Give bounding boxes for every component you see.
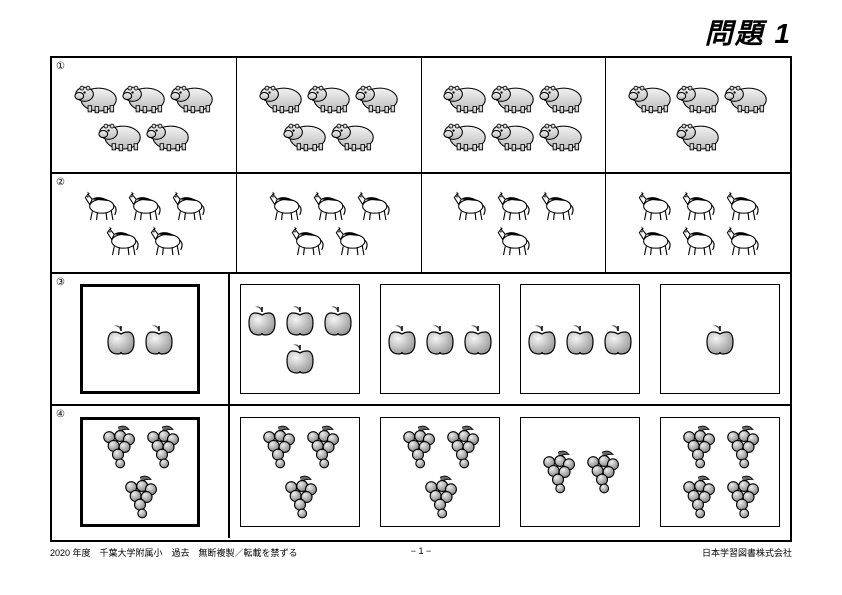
footer: 2020 年度 千葉大学附属小 過去 無断複製／転載を禁ずる − 1 − 日本学…: [50, 546, 792, 559]
horse-icon: [102, 224, 142, 257]
horse-icon: [493, 224, 533, 257]
row2-cell: [237, 174, 422, 272]
apple-icon: [245, 303, 279, 337]
hippo-icon: [724, 78, 768, 114]
row-1: ①: [52, 58, 790, 174]
row-3: ③: [52, 274, 790, 406]
hippo-icon: [491, 78, 535, 114]
horse-icon: [146, 224, 186, 257]
grapes-icon: [120, 474, 160, 520]
worksheet-frame: ① ② ③ ④: [50, 56, 792, 542]
grapes-icon: [722, 474, 762, 520]
grapes-icon: [302, 424, 342, 470]
row-2: ②: [52, 174, 790, 274]
apple-icon: [461, 322, 495, 356]
horse-icon: [722, 224, 762, 257]
apple-icon: [104, 322, 138, 356]
row4-answer[interactable]: [370, 406, 510, 538]
grapes-icon: [280, 474, 320, 520]
horse-icon: [449, 189, 489, 222]
footer-center: − 1 −: [50, 546, 792, 556]
horse-icon: [353, 189, 393, 222]
horse-icon: [634, 189, 674, 222]
apple-icon: [283, 303, 317, 337]
horse-icon: [331, 224, 371, 257]
apple-icon: [563, 322, 597, 356]
row3-answer[interactable]: [230, 274, 370, 404]
row3-prompt-box: [80, 284, 200, 394]
hippo-icon: [259, 78, 303, 114]
horse-icon: [678, 189, 718, 222]
row1-cell: [52, 58, 237, 172]
grapes-icon: [398, 424, 438, 470]
hippo-icon: [170, 78, 214, 114]
row3-answer[interactable]: [510, 274, 650, 404]
grapes-icon: [582, 449, 622, 495]
row1-cell: [422, 58, 607, 172]
grapes-icon: [258, 424, 298, 470]
apple-icon: [385, 322, 419, 356]
row4-prompt-box: [80, 417, 200, 527]
horse-icon: [678, 224, 718, 257]
row3-prompt-col: [52, 274, 230, 404]
page-title: 問題 1: [705, 12, 792, 52]
horse-icon: [537, 189, 577, 222]
hippo-icon: [539, 116, 583, 152]
row2-cell: [606, 174, 790, 272]
row1-cell: [606, 58, 790, 172]
hippo-icon: [676, 78, 720, 114]
apple-icon: [142, 322, 176, 356]
horse-icon: [265, 189, 305, 222]
row4-prompt-col: [52, 406, 230, 538]
horse-icon: [124, 189, 164, 222]
horse-icon: [80, 189, 120, 222]
grapes-icon: [678, 424, 718, 470]
apple-icon: [703, 322, 737, 356]
horse-icon: [287, 224, 327, 257]
hippo-icon: [307, 78, 351, 114]
grapes-icon: [98, 424, 138, 470]
hippo-icon: [628, 78, 672, 114]
apple-icon: [283, 341, 317, 375]
grapes-icon: [678, 474, 718, 520]
hippo-icon: [331, 116, 375, 152]
grapes-icon: [538, 449, 578, 495]
hippo-icon: [676, 116, 720, 152]
grapes-icon: [142, 424, 182, 470]
hippo-icon: [491, 116, 535, 152]
hippo-icon: [146, 116, 190, 152]
row3-answer[interactable]: [650, 274, 790, 404]
hippo-icon: [443, 78, 487, 114]
horse-icon: [722, 189, 762, 222]
hippo-icon: [122, 78, 166, 114]
row4-answer[interactable]: [650, 406, 790, 538]
row3-answer[interactable]: [370, 274, 510, 404]
row2-cell: [52, 174, 237, 272]
row1-cell: [237, 58, 422, 172]
hippo-icon: [355, 78, 399, 114]
horse-icon: [634, 224, 674, 257]
hippo-icon: [283, 116, 327, 152]
apple-icon: [423, 322, 457, 356]
row4-answer[interactable]: [230, 406, 370, 538]
horse-icon: [493, 189, 533, 222]
horse-icon: [168, 189, 208, 222]
apple-icon: [321, 303, 355, 337]
row2-cell: [422, 174, 607, 272]
row4-answer[interactable]: [510, 406, 650, 538]
grapes-icon: [420, 474, 460, 520]
hippo-icon: [74, 78, 118, 114]
row-4: ④: [52, 406, 790, 538]
hippo-icon: [443, 116, 487, 152]
horse-icon: [309, 189, 349, 222]
grapes-icon: [442, 424, 482, 470]
grapes-icon: [722, 424, 762, 470]
hippo-icon: [539, 78, 583, 114]
apple-icon: [601, 322, 635, 356]
hippo-icon: [98, 116, 142, 152]
apple-icon: [525, 322, 559, 356]
